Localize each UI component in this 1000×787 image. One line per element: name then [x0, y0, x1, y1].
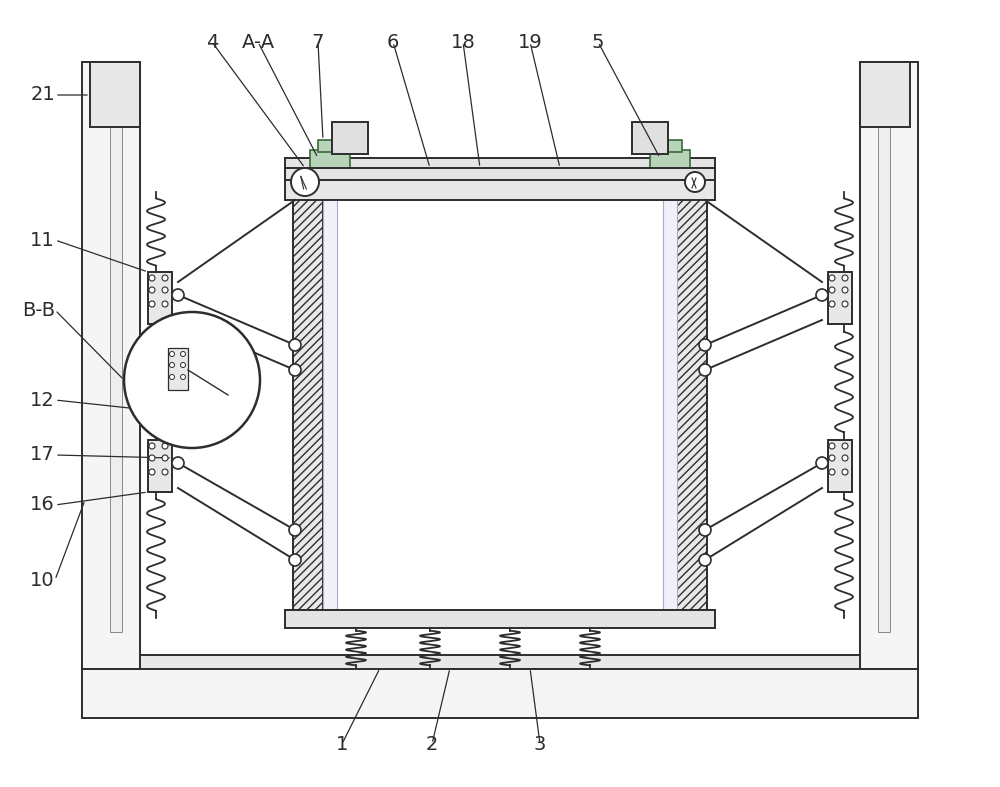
Circle shape	[289, 339, 301, 351]
Bar	[828, 272, 852, 324]
Circle shape	[699, 524, 711, 536]
Circle shape	[829, 301, 835, 307]
Circle shape	[842, 301, 848, 307]
Bar	[148, 272, 172, 324]
Text: 11: 11	[30, 231, 55, 249]
Bar	[878, 62, 890, 632]
Bar	[82, 655, 918, 669]
Circle shape	[289, 524, 301, 536]
Circle shape	[149, 443, 155, 449]
Text: A-A: A-A	[241, 32, 275, 51]
Circle shape	[172, 289, 184, 301]
Circle shape	[829, 443, 835, 449]
Circle shape	[172, 457, 184, 469]
Bar	[663, 158, 677, 610]
Bar	[323, 158, 337, 610]
Circle shape	[842, 455, 848, 461]
Bar	[310, 150, 350, 180]
Bar	[293, 158, 323, 610]
Circle shape	[124, 312, 260, 448]
Circle shape	[816, 289, 828, 301]
Circle shape	[180, 363, 186, 368]
Circle shape	[699, 339, 711, 351]
Bar	[632, 122, 668, 154]
Circle shape	[842, 469, 848, 475]
Circle shape	[162, 469, 168, 475]
Bar	[860, 62, 910, 127]
Text: 4: 4	[206, 32, 218, 51]
Circle shape	[223, 390, 233, 400]
Text: 21: 21	[30, 86, 55, 105]
Bar	[168, 348, 188, 390]
Circle shape	[829, 275, 835, 281]
Bar	[285, 610, 715, 628]
Circle shape	[829, 469, 835, 475]
Circle shape	[842, 287, 848, 293]
Circle shape	[170, 375, 175, 379]
Circle shape	[162, 455, 168, 461]
Bar	[285, 168, 715, 180]
Text: 10: 10	[30, 571, 55, 589]
Circle shape	[289, 554, 301, 566]
Circle shape	[162, 301, 168, 307]
Text: 12: 12	[30, 390, 55, 409]
Circle shape	[685, 172, 705, 192]
Text: 2: 2	[426, 734, 438, 753]
Circle shape	[842, 443, 848, 449]
Text: 6: 6	[387, 32, 399, 51]
Bar	[318, 140, 344, 152]
Circle shape	[816, 457, 828, 469]
Bar	[285, 158, 715, 178]
Bar	[332, 122, 368, 154]
Text: 19: 19	[518, 32, 542, 51]
Circle shape	[829, 455, 835, 461]
Bar	[148, 440, 172, 492]
Circle shape	[180, 352, 186, 357]
Bar	[82, 62, 140, 669]
Bar	[650, 150, 690, 180]
Circle shape	[162, 443, 168, 449]
Circle shape	[699, 364, 711, 376]
Circle shape	[149, 287, 155, 293]
Circle shape	[149, 469, 155, 475]
Text: 3: 3	[534, 734, 546, 753]
Bar	[677, 158, 707, 610]
Circle shape	[162, 287, 168, 293]
Circle shape	[162, 275, 168, 281]
Text: 5: 5	[592, 32, 604, 51]
Bar	[110, 62, 122, 632]
Bar	[90, 62, 140, 127]
Bar	[285, 178, 715, 200]
Circle shape	[170, 352, 175, 357]
Circle shape	[289, 364, 301, 376]
Text: 16: 16	[30, 496, 55, 515]
Bar	[828, 440, 852, 492]
Circle shape	[842, 275, 848, 281]
Circle shape	[180, 375, 186, 379]
Bar	[82, 668, 918, 718]
Text: 18: 18	[451, 32, 475, 51]
Bar	[656, 140, 682, 152]
Circle shape	[149, 455, 155, 461]
Circle shape	[829, 287, 835, 293]
Text: 7: 7	[312, 32, 324, 51]
Circle shape	[149, 275, 155, 281]
Text: B-B: B-B	[22, 301, 55, 320]
Bar	[860, 62, 918, 669]
Text: 17: 17	[30, 445, 55, 464]
Circle shape	[699, 554, 711, 566]
Text: 1: 1	[336, 734, 348, 753]
Circle shape	[149, 301, 155, 307]
Circle shape	[170, 363, 175, 368]
Circle shape	[291, 168, 319, 196]
